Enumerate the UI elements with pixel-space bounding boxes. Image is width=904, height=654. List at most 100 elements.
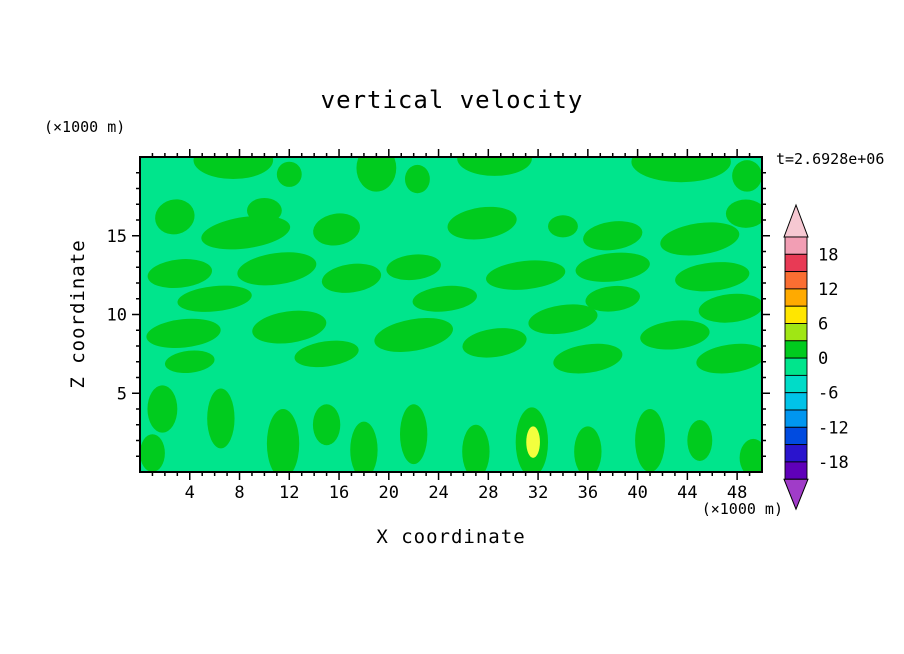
x-tick-label: 40 bbox=[627, 483, 647, 503]
contour-blob bbox=[660, 222, 740, 256]
colorbar-label: 12 bbox=[818, 280, 838, 300]
contour-blob bbox=[177, 285, 252, 312]
contour-blob bbox=[698, 293, 762, 323]
z-axis-unit: (×1000 m) bbox=[44, 118, 126, 136]
contour-blob bbox=[147, 259, 213, 289]
contour-blobs bbox=[140, 157, 762, 472]
x-tick-label: 4 bbox=[185, 483, 195, 503]
contour-blob bbox=[207, 388, 235, 449]
colorbar-band bbox=[784, 305, 808, 324]
contour-hotspot bbox=[526, 426, 540, 458]
time-label: t=2.6928e+06 bbox=[776, 150, 885, 168]
x-tick-label: 20 bbox=[379, 483, 399, 503]
contour-blob bbox=[321, 263, 382, 293]
x-tick-label: 16 bbox=[329, 483, 349, 503]
colorbar-arrow-under bbox=[783, 478, 809, 511]
contour-blob bbox=[687, 420, 713, 461]
contour-blob bbox=[193, 157, 274, 180]
x-axis-label: X coordinate bbox=[376, 526, 526, 548]
colorbar-band bbox=[784, 236, 808, 255]
colorbar bbox=[783, 203, 809, 511]
contour-blob bbox=[412, 285, 477, 312]
contour-blob bbox=[313, 213, 360, 246]
contour-blob bbox=[147, 385, 178, 433]
colorbar-band bbox=[784, 374, 808, 394]
colorbar-band bbox=[784, 271, 808, 290]
z-tick-label: 15 bbox=[107, 227, 127, 247]
contour-blob bbox=[640, 320, 710, 350]
contour-blob bbox=[631, 157, 731, 183]
contour-blob bbox=[528, 304, 598, 335]
contour-blob bbox=[312, 404, 341, 446]
x-tick-labels: 4 8 12 16 20 24 28 32 36 40 44 48 bbox=[185, 483, 748, 503]
contour-blob bbox=[146, 318, 221, 349]
colorbar-band bbox=[784, 409, 808, 428]
colorbar-labels: 18 12 6 0 -6 -12 -18 bbox=[818, 245, 849, 473]
x-axis-unit: (×1000 m) bbox=[701, 500, 783, 518]
contour-blob bbox=[553, 343, 623, 374]
contour-blob bbox=[585, 285, 640, 312]
colorbar-band bbox=[784, 288, 808, 307]
contour-blob bbox=[155, 199, 195, 235]
contour-blob bbox=[252, 310, 327, 344]
axis-ticks bbox=[132, 149, 770, 480]
x-tick-label: 12 bbox=[279, 483, 299, 503]
z-tick-label: 10 bbox=[107, 306, 127, 326]
contour-blob bbox=[404, 164, 430, 194]
contour-blob bbox=[237, 252, 317, 286]
contour-blob bbox=[140, 434, 165, 472]
z-tick-labels: 5 10 15 bbox=[107, 227, 127, 405]
chart-title: vertical velocity bbox=[320, 86, 584, 114]
x-tick-label: 48 bbox=[727, 483, 747, 503]
contour-blob bbox=[356, 157, 397, 192]
colorbar-band bbox=[784, 444, 808, 463]
colorbar-band bbox=[784, 357, 808, 376]
colorbar-label: 0 bbox=[818, 349, 828, 369]
colorbar-arrow-over bbox=[783, 203, 809, 238]
contour-blob bbox=[350, 421, 378, 472]
x-tick-label: 24 bbox=[428, 483, 448, 503]
contour-blob bbox=[583, 221, 643, 251]
contour-blob bbox=[164, 350, 215, 374]
contour-blob bbox=[294, 340, 359, 368]
colorbar-band bbox=[784, 392, 808, 411]
contour-blob bbox=[725, 199, 762, 228]
contour-blob bbox=[462, 328, 527, 358]
colorbar-label: 18 bbox=[818, 245, 838, 265]
contour-blob bbox=[462, 424, 490, 472]
colorbar-band bbox=[784, 323, 808, 342]
contour-blob bbox=[457, 157, 532, 176]
colorbar-label: -18 bbox=[818, 453, 849, 473]
contour-blob bbox=[696, 343, 762, 374]
contour-blob bbox=[447, 206, 517, 240]
contour-blob bbox=[575, 252, 650, 282]
contour-blob bbox=[386, 254, 441, 281]
x-tick-label: 32 bbox=[528, 483, 548, 503]
contour-blob bbox=[246, 197, 282, 224]
colorbar-label: -12 bbox=[818, 418, 849, 438]
colorbar-band bbox=[784, 340, 808, 359]
x-tick-label: 36 bbox=[578, 483, 598, 503]
contour-blob bbox=[739, 438, 762, 472]
x-tick-label: 28 bbox=[478, 483, 498, 503]
z-tick-label: 5 bbox=[117, 384, 127, 404]
contour-blob bbox=[399, 404, 428, 465]
colorbar-band bbox=[784, 426, 808, 446]
colorbar-label: 6 bbox=[818, 315, 828, 335]
contour-blob bbox=[374, 317, 453, 352]
contour-blob bbox=[574, 426, 602, 472]
x-tick-label: 44 bbox=[677, 483, 697, 503]
contour-blob bbox=[675, 262, 750, 292]
contour-blob bbox=[201, 215, 291, 250]
contour-blob bbox=[732, 160, 762, 192]
colorbar-band bbox=[784, 253, 808, 273]
colorbar-label: -6 bbox=[818, 384, 838, 404]
x-tick-label: 8 bbox=[234, 483, 244, 503]
contour-blob bbox=[266, 409, 300, 472]
contour-blob bbox=[548, 215, 578, 238]
contour-blob bbox=[276, 161, 302, 187]
contour-blob bbox=[486, 260, 566, 290]
contour-blob bbox=[635, 409, 665, 472]
